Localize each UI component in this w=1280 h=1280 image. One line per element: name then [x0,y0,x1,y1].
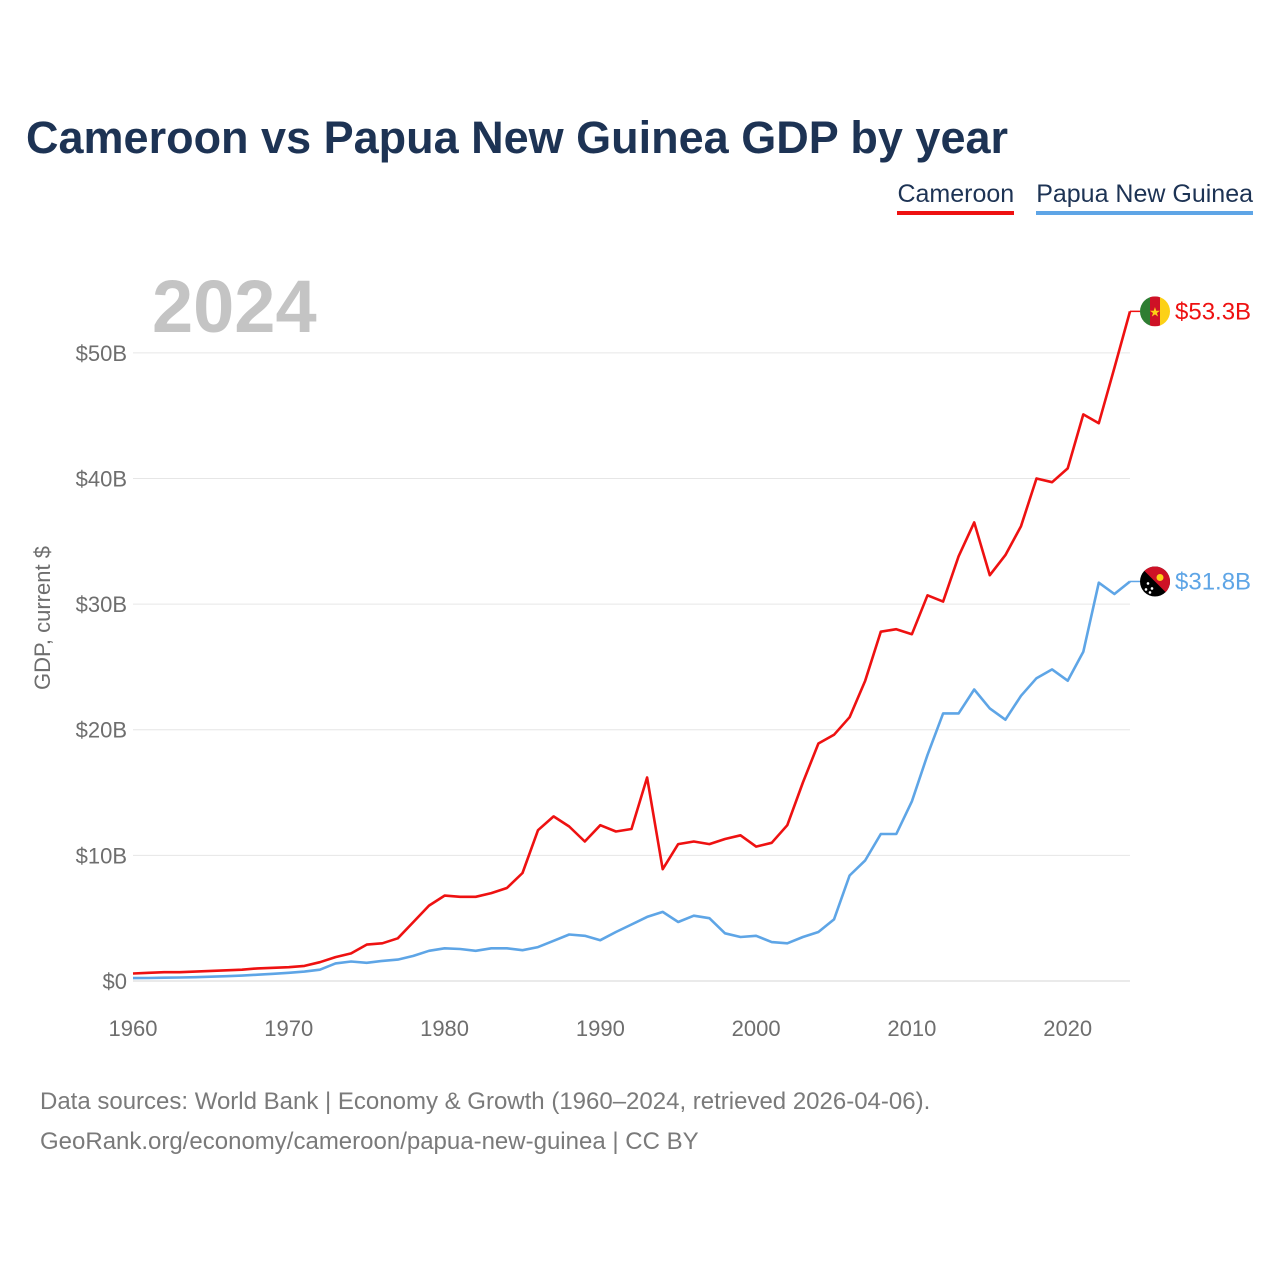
end-value-label-cameroon: $53.3B [1175,298,1251,325]
y-tick-label: $20B [76,718,127,743]
papua-new-guinea-flag-icon [1140,566,1170,597]
y-tick-label: $10B [76,843,127,868]
source-line-2[interactable]: GeoRank.org/economy/cameroon/papua-new-g… [40,1128,699,1155]
y-tick-label: $50B [76,341,127,366]
x-tick-label: 2000 [732,1016,781,1041]
cameroon-flag-icon: ★ [1140,296,1170,327]
y-tick-label: $30B [76,592,127,617]
chart-title: Cameroon vs Papua New Guinea GDP by year [26,112,1009,163]
x-tick-label: 2020 [1043,1016,1092,1041]
end-value-label-papua-new-guinea: $31.8B [1175,568,1251,595]
x-tick-label: 1960 [109,1016,158,1041]
source-line-1: Data sources: World Bank | Economy & Gro… [40,1088,931,1115]
y-axis-label: GDP, current $ [30,546,55,690]
source-note: Data sources: World Bank | Economy & Gro… [40,1082,930,1162]
legend-item-cameroon[interactable]: Cameroon [897,180,1015,215]
y-tick-label: $40B [76,466,127,491]
series-line-cameroon [132,311,1132,975]
x-tick-label: 1990 [576,1016,625,1041]
x-tick-label: 1980 [420,1016,469,1041]
series-line-papua-new-guinea [132,580,1131,980]
year-watermark: 2024 [152,265,317,348]
svg-text:★: ★ [1149,304,1161,319]
x-tick-label: 2010 [887,1016,936,1041]
y-tick-label: $0 [103,969,127,994]
legend: Cameroon Papua New Guinea [897,180,1253,215]
x-tick-label: 1970 [264,1016,313,1041]
legend-item-papua-new-guinea[interactable]: Papua New Guinea [1036,180,1253,215]
